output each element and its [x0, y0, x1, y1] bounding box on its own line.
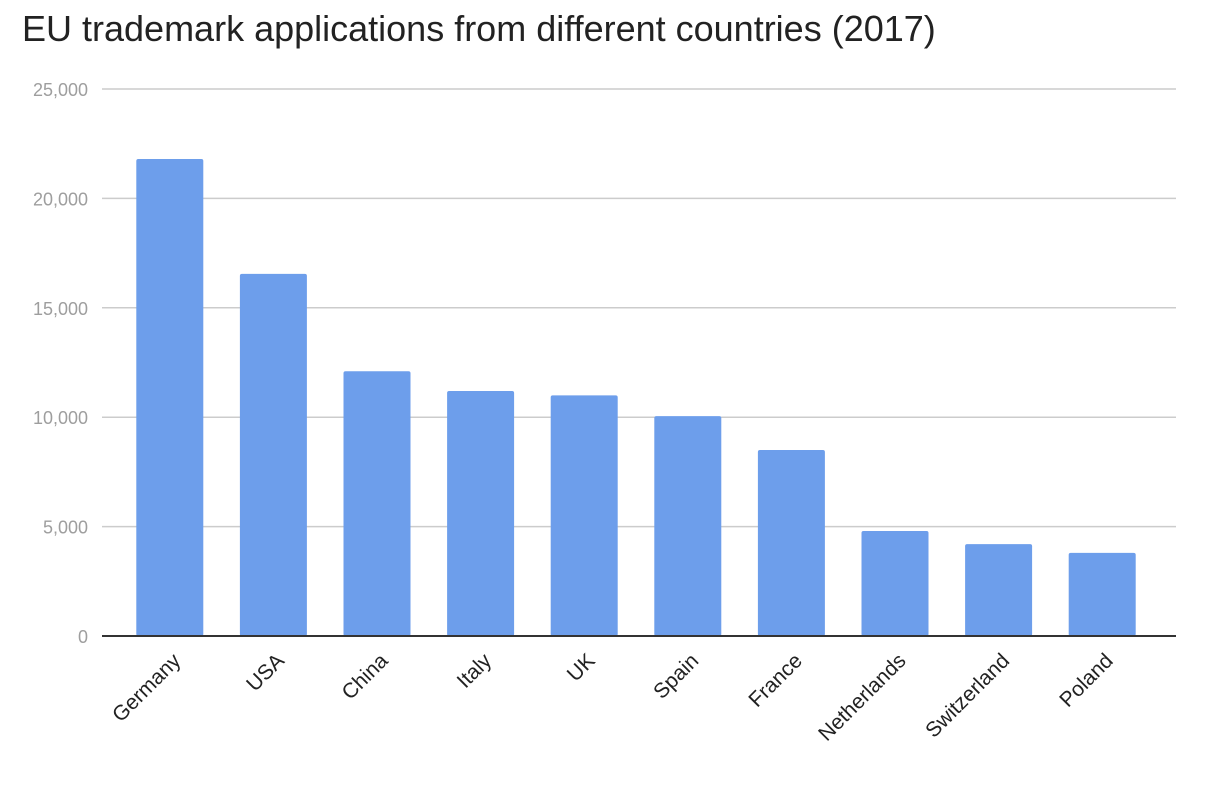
bars	[136, 159, 1136, 637]
bar-uk	[550, 395, 618, 636]
chart-title: EU trademark applications from different…	[22, 8, 936, 49]
x-category-label: Poland	[1055, 649, 1118, 712]
x-category-label: Switzerland	[921, 649, 1014, 742]
y-tick-label: 15,000	[33, 299, 88, 319]
y-tick-label: 10,000	[33, 408, 88, 428]
bar-poland	[1068, 552, 1136, 636]
bar-germany	[136, 159, 204, 637]
bar-netherlands	[861, 530, 929, 636]
y-axis-tick-labels: 0 5,000 10,000 15,000 20,000 25,000	[33, 80, 88, 647]
y-tick-label: 20,000	[33, 189, 88, 209]
x-category-label: Spain	[649, 649, 703, 703]
bar-spain	[654, 416, 722, 636]
x-axis-category-labels: Germany USA China Italy UK Spain France Netherl…	[108, 649, 1118, 746]
x-category-label: France	[744, 649, 806, 711]
bar-usa	[239, 273, 307, 636]
x-category-label: Italy	[453, 649, 497, 693]
bar-italy	[447, 390, 515, 636]
y-tick-label: 5,000	[43, 518, 88, 538]
bar-switzerland	[965, 544, 1033, 636]
y-tick-label: 0	[78, 627, 88, 647]
bar-china	[343, 371, 411, 636]
x-category-label: Netherlands	[814, 649, 910, 745]
y-tick-label: 25,000	[33, 80, 88, 100]
x-category-label: UK	[563, 649, 600, 686]
x-category-label: Germany	[108, 649, 186, 727]
x-category-label: USA	[242, 649, 289, 696]
x-category-label: China	[337, 649, 392, 704]
bar-france	[757, 450, 825, 636]
